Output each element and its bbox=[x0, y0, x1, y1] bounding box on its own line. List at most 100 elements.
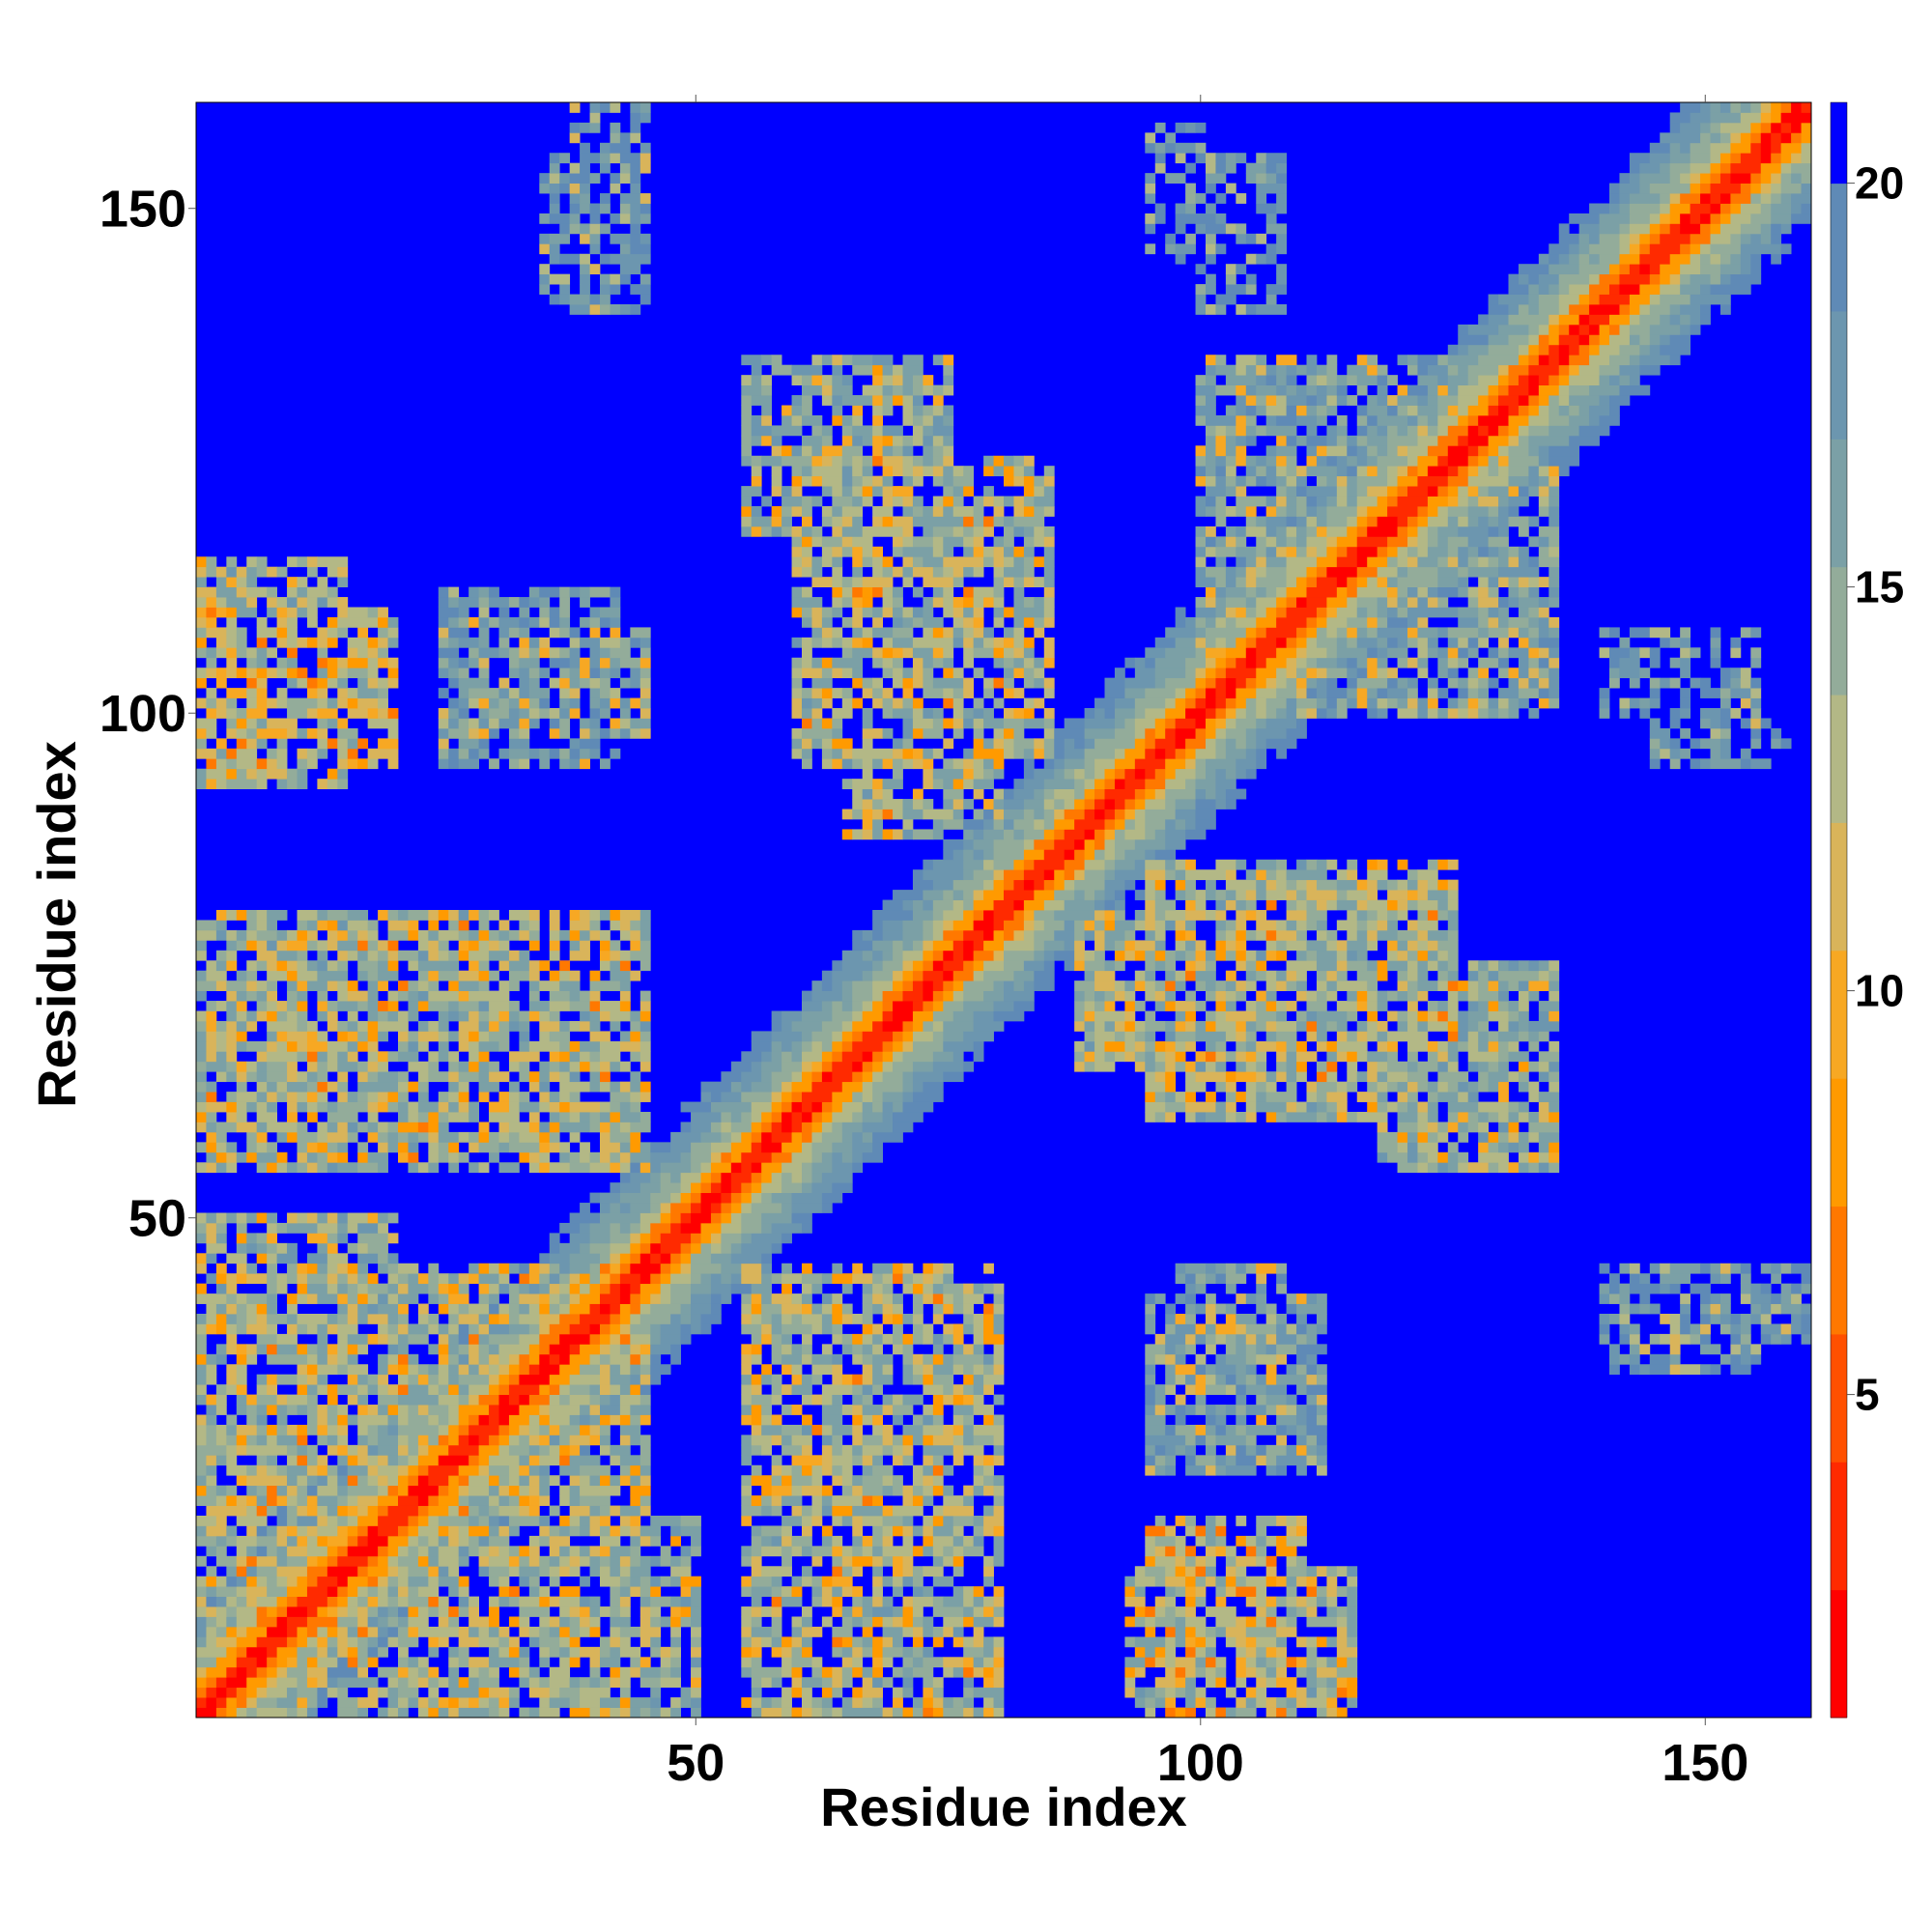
heatmap-cell bbox=[1427, 1131, 1438, 1143]
heatmap-cell bbox=[398, 1384, 409, 1395]
heatmap-cell bbox=[508, 1666, 520, 1678]
heatmap-cell bbox=[1236, 1263, 1247, 1274]
heatmap-cell bbox=[650, 1233, 662, 1244]
heatmap-cell bbox=[791, 1344, 803, 1355]
heatmap-cell bbox=[821, 1485, 833, 1496]
heatmap-cell bbox=[821, 1525, 833, 1537]
heatmap-cell bbox=[610, 1263, 621, 1274]
heatmap-cell bbox=[226, 1293, 238, 1304]
heatmap-cell bbox=[771, 1222, 803, 1234]
heatmap-cell bbox=[1165, 1333, 1186, 1345]
heatmap-cell bbox=[1407, 1071, 1429, 1083]
heatmap-cell bbox=[528, 980, 540, 991]
heatmap-cell bbox=[1316, 1323, 1327, 1335]
heatmap-cell bbox=[852, 1040, 883, 1052]
heatmap-cell bbox=[528, 1010, 540, 1022]
heatmap-cell bbox=[619, 1081, 631, 1093]
heatmap-cell bbox=[1447, 1020, 1459, 1032]
heatmap-cell bbox=[236, 1546, 247, 1557]
heatmap-cell bbox=[639, 1001, 651, 1011]
heatmap-cell bbox=[943, 980, 954, 991]
heatmap-cell bbox=[287, 1576, 298, 1587]
heatmap-cell bbox=[508, 1293, 520, 1304]
heatmap-cell bbox=[710, 1283, 732, 1294]
heatmap-cell bbox=[1265, 1364, 1277, 1376]
heatmap-cell bbox=[1488, 1040, 1499, 1052]
heatmap-cell bbox=[1225, 1283, 1236, 1294]
heatmap-cell bbox=[508, 1122, 530, 1133]
heatmap-cell bbox=[963, 1344, 975, 1355]
heatmap-cell bbox=[1225, 940, 1236, 952]
heatmap-cell bbox=[519, 1101, 540, 1113]
heatmap-cell bbox=[639, 960, 651, 972]
heatmap-cell bbox=[398, 1464, 409, 1476]
heatmap-cell bbox=[569, 1040, 581, 1052]
heatmap-cell bbox=[639, 1061, 651, 1072]
heatmap-cell bbox=[297, 1162, 308, 1174]
heatmap-cell bbox=[528, 1283, 540, 1294]
heatmap-cell bbox=[610, 1384, 621, 1395]
heatmap-cell bbox=[1417, 1020, 1429, 1032]
heatmap-cell bbox=[902, 1616, 914, 1628]
heatmap-cell bbox=[276, 1081, 288, 1093]
heatmap-cell bbox=[932, 1636, 944, 1648]
heatmap-cell bbox=[357, 1535, 369, 1547]
heatmap-cell bbox=[761, 1122, 773, 1133]
heatmap-cell bbox=[448, 1031, 460, 1042]
heatmap-cell bbox=[417, 950, 429, 961]
heatmap-cell bbox=[802, 1001, 823, 1011]
heatmap-cell bbox=[781, 1172, 792, 1183]
heatmap-cell bbox=[267, 940, 277, 952]
heatmap-cell bbox=[751, 1031, 773, 1042]
heatmap-cell bbox=[528, 929, 540, 941]
heatmap-cell bbox=[1377, 960, 1388, 972]
heatmap-cell bbox=[761, 1333, 773, 1345]
heatmap-cell bbox=[791, 1687, 803, 1698]
heatmap-cell bbox=[1710, 1314, 1721, 1324]
heatmap-cell bbox=[700, 1273, 712, 1285]
heatmap-cell bbox=[1175, 1040, 1186, 1052]
heatmap-cell bbox=[508, 1516, 540, 1526]
heatmap-cell bbox=[1185, 1464, 1207, 1476]
heatmap-cell bbox=[932, 1485, 944, 1496]
heatmap-cell bbox=[589, 929, 601, 941]
heatmap-cell bbox=[610, 1546, 631, 1557]
heatmap-cell bbox=[841, 1636, 853, 1648]
heatmap-cell bbox=[619, 980, 631, 991]
heatmap-cell bbox=[852, 1505, 883, 1517]
heatmap-cell bbox=[226, 1687, 238, 1698]
heatmap-cell bbox=[448, 1001, 460, 1011]
heatmap-cell bbox=[943, 1384, 954, 1395]
heatmap-cell bbox=[428, 1131, 440, 1143]
heatmap-cell bbox=[206, 1092, 217, 1102]
heatmap-cell bbox=[357, 1344, 369, 1355]
heatmap-cell bbox=[569, 1212, 601, 1224]
heatmap-cell bbox=[196, 1606, 207, 1617]
heatmap-cell bbox=[619, 1555, 631, 1567]
heatmap-cell bbox=[297, 1657, 308, 1668]
heatmap-cell bbox=[589, 1010, 601, 1022]
heatmap-cell bbox=[600, 1535, 621, 1547]
heatmap-cell bbox=[811, 1040, 823, 1052]
heatmap-cell bbox=[630, 1092, 641, 1102]
heatmap-cell bbox=[337, 1263, 349, 1274]
heatmap-cell bbox=[417, 1081, 429, 1093]
heatmap-cell bbox=[317, 1636, 328, 1648]
heatmap-cell bbox=[1265, 1020, 1277, 1032]
heatmap-cell bbox=[781, 1464, 792, 1476]
heatmap-cell bbox=[569, 1626, 581, 1637]
heatmap-cell bbox=[650, 1636, 662, 1648]
heatmap-cell bbox=[1195, 1020, 1207, 1032]
heatmap-cell bbox=[882, 1405, 894, 1415]
heatmap-cell bbox=[357, 1020, 369, 1032]
heatmap-cell bbox=[1791, 1323, 1802, 1335]
heatmap-cell bbox=[1165, 1566, 1177, 1577]
heatmap-cell bbox=[458, 990, 469, 1002]
heatmap-cell bbox=[1034, 970, 1055, 981]
heatmap-cell bbox=[691, 1606, 701, 1617]
heatmap-cell bbox=[1195, 1061, 1207, 1072]
heatmap-cell bbox=[1206, 950, 1216, 961]
heatmap-cell bbox=[408, 1374, 419, 1385]
heatmap-cell bbox=[973, 1485, 984, 1496]
heatmap-cell bbox=[215, 1455, 227, 1466]
